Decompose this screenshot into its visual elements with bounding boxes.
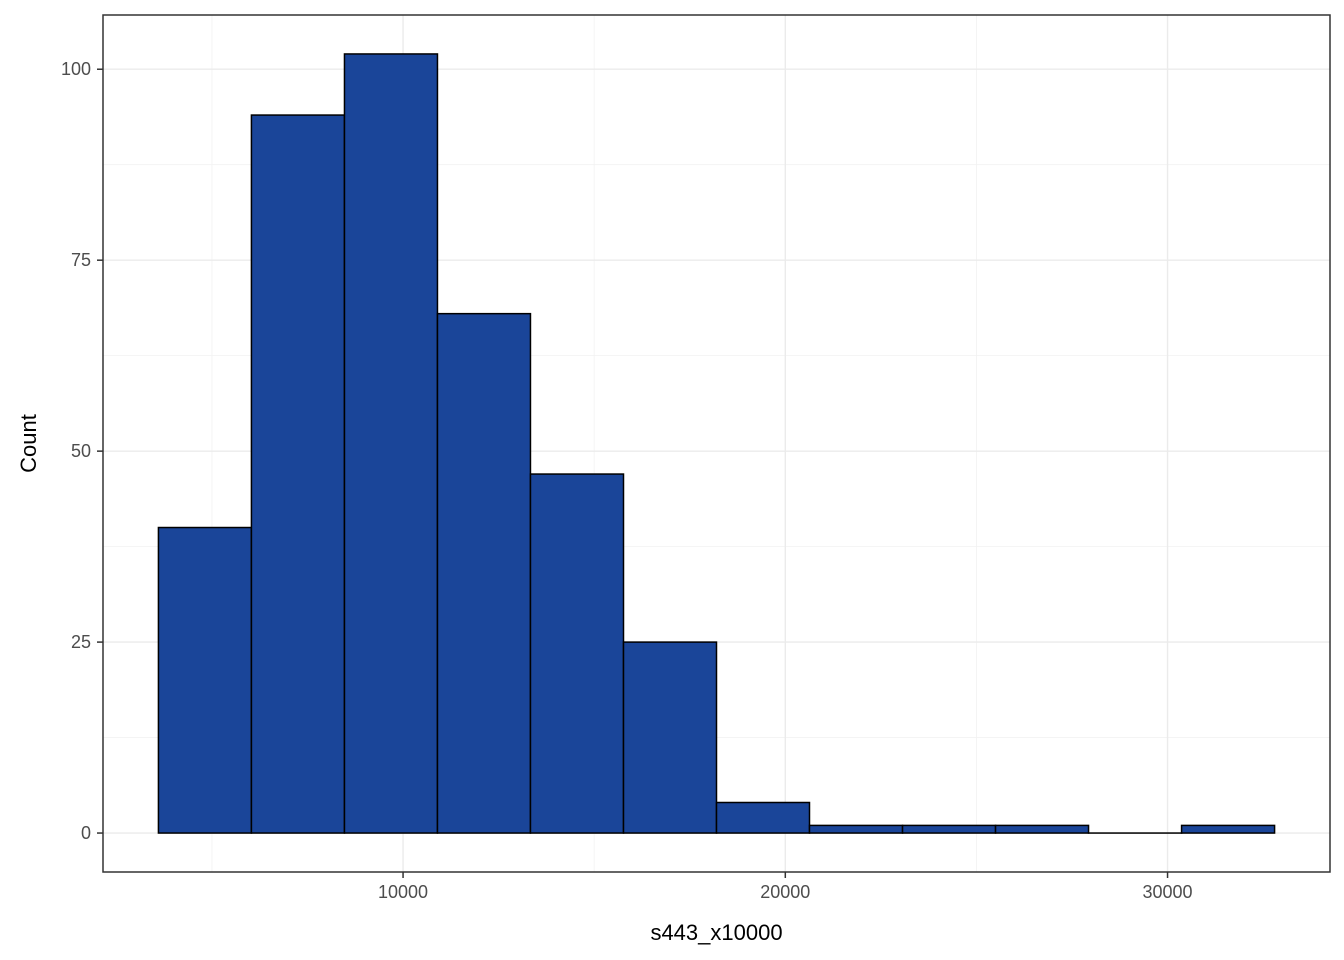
y-tick-label: 25 bbox=[71, 632, 91, 652]
histogram-bar bbox=[715, 801, 811, 834]
x-axis-title: s443_x10000 bbox=[650, 920, 782, 945]
y-tick-label: 50 bbox=[71, 441, 91, 461]
histogram-bar bbox=[343, 53, 439, 834]
x-tick-label: 30000 bbox=[1143, 882, 1193, 902]
histogram-bar bbox=[1180, 824, 1276, 834]
y-tick-label: 75 bbox=[71, 250, 91, 270]
x-axis: 10000 20000 30000 bbox=[378, 872, 1193, 902]
panel-border bbox=[102, 14, 1331, 873]
y-tick-label: 100 bbox=[61, 59, 91, 79]
histogram-bar bbox=[157, 526, 253, 834]
y-tick-label: 0 bbox=[81, 823, 91, 843]
x-tick-label: 10000 bbox=[378, 882, 428, 902]
y-axis-title: Count bbox=[16, 414, 41, 473]
histogram-bar bbox=[529, 473, 625, 834]
histogram-bars bbox=[157, 53, 1276, 834]
histogram-bar bbox=[901, 824, 997, 834]
histogram-bar bbox=[436, 312, 532, 834]
y-axis: 0 25 50 75 100 bbox=[61, 59, 103, 843]
histogram-bar bbox=[994, 824, 1090, 834]
histogram-bar bbox=[622, 641, 718, 834]
x-tick-label: 20000 bbox=[760, 882, 810, 902]
histogram-bar bbox=[808, 824, 904, 834]
histogram-bar bbox=[250, 114, 346, 834]
